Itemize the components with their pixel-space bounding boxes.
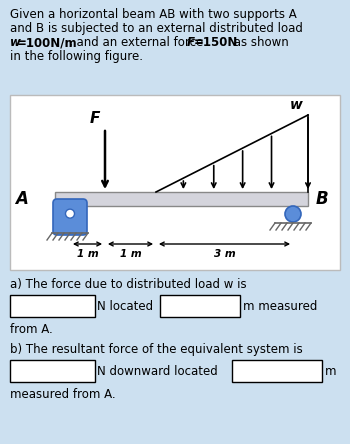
Circle shape — [285, 206, 301, 222]
Text: F: F — [187, 36, 195, 49]
Bar — [10, 295, 95, 317]
Bar — [10, 95, 340, 270]
Text: in the following figure.: in the following figure. — [10, 50, 143, 63]
Text: as shown: as shown — [230, 36, 289, 49]
Text: =100N/m: =100N/m — [17, 36, 78, 49]
Text: N located: N located — [97, 300, 153, 313]
Text: A: A — [15, 190, 28, 208]
Text: measured from A.: measured from A. — [10, 388, 116, 401]
Text: 1 m: 1 m — [77, 249, 98, 259]
Text: =150N: =150N — [194, 36, 238, 49]
FancyBboxPatch shape — [53, 199, 87, 235]
Text: w: w — [10, 36, 21, 49]
Text: 3 m: 3 m — [214, 249, 235, 259]
Text: and B is subjected to an external distributed load: and B is subjected to an external distri… — [10, 22, 303, 35]
Text: m measured: m measured — [243, 300, 317, 313]
Text: , and an external force: , and an external force — [69, 36, 207, 49]
Circle shape — [65, 209, 75, 218]
Bar — [55, 192, 308, 206]
Text: b) The resultant force of the equivalent system is: b) The resultant force of the equivalent… — [10, 343, 303, 356]
Bar — [10, 360, 95, 382]
Text: m: m — [325, 365, 336, 377]
Text: F: F — [90, 111, 100, 126]
Bar — [160, 295, 240, 317]
Text: Given a horizontal beam AB with two supports A: Given a horizontal beam AB with two supp… — [10, 8, 297, 21]
Bar — [232, 360, 322, 382]
Text: B: B — [316, 190, 329, 208]
Text: w: w — [290, 98, 303, 112]
Text: N downward located: N downward located — [97, 365, 218, 377]
Text: a) The force due to distributed load w is: a) The force due to distributed load w i… — [10, 278, 247, 291]
Text: 1 m: 1 m — [120, 249, 141, 259]
Text: from A.: from A. — [10, 323, 53, 336]
